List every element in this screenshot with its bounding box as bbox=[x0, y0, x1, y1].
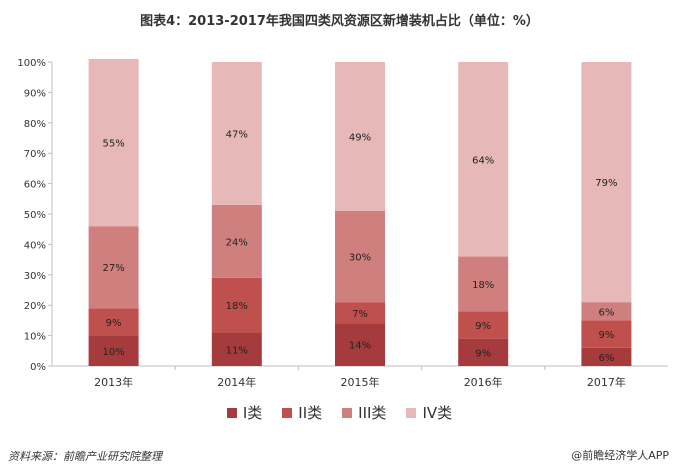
data-label: 64% bbox=[472, 155, 494, 166]
x-tick-label: 2014年 bbox=[217, 375, 256, 389]
bar-segment bbox=[458, 311, 509, 339]
y-tick-label: 70% bbox=[24, 149, 46, 160]
x-tick-label: 2015年 bbox=[341, 375, 380, 389]
bar-segment bbox=[581, 320, 632, 348]
data-label: 24% bbox=[226, 237, 248, 248]
y-tick-label: 50% bbox=[24, 210, 46, 221]
y-tick-label: 80% bbox=[24, 119, 46, 130]
y-tick-label: 0% bbox=[30, 362, 46, 373]
y-tick-label: 60% bbox=[24, 180, 46, 191]
legend-swatch bbox=[406, 407, 417, 418]
bar-segment bbox=[581, 62, 632, 303]
data-label: 9% bbox=[475, 321, 491, 332]
bar-segment bbox=[581, 347, 632, 366]
y-tick-label: 100% bbox=[17, 58, 46, 69]
legend-swatch bbox=[282, 407, 293, 418]
source-note: 资料来源：前瞻产业研究院整理 bbox=[8, 450, 162, 463]
data-label: 7% bbox=[352, 309, 368, 320]
chart-title: 图表4：2013-2017年我国四类风资源区新增装机占比（单位：%） bbox=[140, 14, 539, 29]
legend-item: II类 bbox=[282, 402, 322, 423]
data-label: 10% bbox=[102, 347, 124, 358]
legend-swatch bbox=[342, 407, 353, 418]
bar-segment bbox=[335, 62, 385, 211]
data-label: 18% bbox=[472, 280, 494, 291]
bar-segment bbox=[211, 277, 262, 333]
bar-segment bbox=[458, 256, 509, 312]
legend-item: I类 bbox=[226, 402, 263, 423]
legend-swatch bbox=[226, 407, 237, 418]
legend-item: IV类 bbox=[406, 402, 452, 423]
data-label: 9% bbox=[475, 348, 491, 359]
y-tick-label: 30% bbox=[24, 271, 46, 282]
bar-segment bbox=[88, 308, 139, 336]
data-label: 55% bbox=[102, 139, 124, 150]
x-tick-label: 2013年 bbox=[94, 375, 133, 389]
data-label: 49% bbox=[349, 132, 371, 143]
data-label: 27% bbox=[102, 263, 124, 274]
data-label: 79% bbox=[595, 178, 617, 189]
bar-segment bbox=[458, 62, 509, 257]
data-label: 9% bbox=[106, 318, 122, 329]
bar-segment bbox=[88, 335, 139, 366]
data-label: 30% bbox=[349, 253, 371, 264]
legend-item: III类 bbox=[342, 402, 386, 423]
bar-segment bbox=[458, 338, 509, 366]
brand-label: @前瞻经济学人APP bbox=[571, 449, 669, 462]
x-tick-label: 2016年 bbox=[464, 375, 503, 389]
y-tick-label: 20% bbox=[24, 301, 46, 312]
bar-segment bbox=[335, 302, 385, 324]
data-label: 6% bbox=[598, 307, 614, 318]
data-label: 6% bbox=[598, 353, 614, 364]
legend-label: III类 bbox=[358, 404, 387, 422]
legend-label: IV类 bbox=[422, 404, 453, 422]
data-label: 47% bbox=[226, 129, 248, 140]
bar-segment bbox=[581, 302, 632, 321]
bar-segment bbox=[211, 62, 262, 205]
x-tick-label: 2017年 bbox=[587, 375, 626, 389]
bar-segment bbox=[211, 204, 262, 278]
bar-segment bbox=[211, 332, 262, 366]
data-label: 18% bbox=[226, 301, 248, 312]
data-label: 11% bbox=[226, 345, 248, 356]
bar-segment bbox=[88, 226, 139, 309]
data-label: 14% bbox=[349, 341, 371, 352]
y-tick-label: 90% bbox=[24, 88, 46, 99]
legend-label: II类 bbox=[298, 404, 323, 422]
bar-segment bbox=[88, 58, 139, 227]
chart-legend: I类 II类 III类 IV类 bbox=[0, 402, 679, 423]
bar-segment bbox=[335, 323, 385, 366]
legend-label: I类 bbox=[242, 404, 263, 422]
y-tick-label: 10% bbox=[24, 332, 46, 343]
bar-segment bbox=[335, 210, 385, 303]
stacked-bar-chart: 0% 10% 20% 30% 40% 50% 60% 70% 80% 90% 100% 10% 9% 27… bbox=[17, 58, 668, 389]
y-tick-label: 40% bbox=[24, 240, 46, 251]
data-label: 9% bbox=[598, 330, 614, 341]
